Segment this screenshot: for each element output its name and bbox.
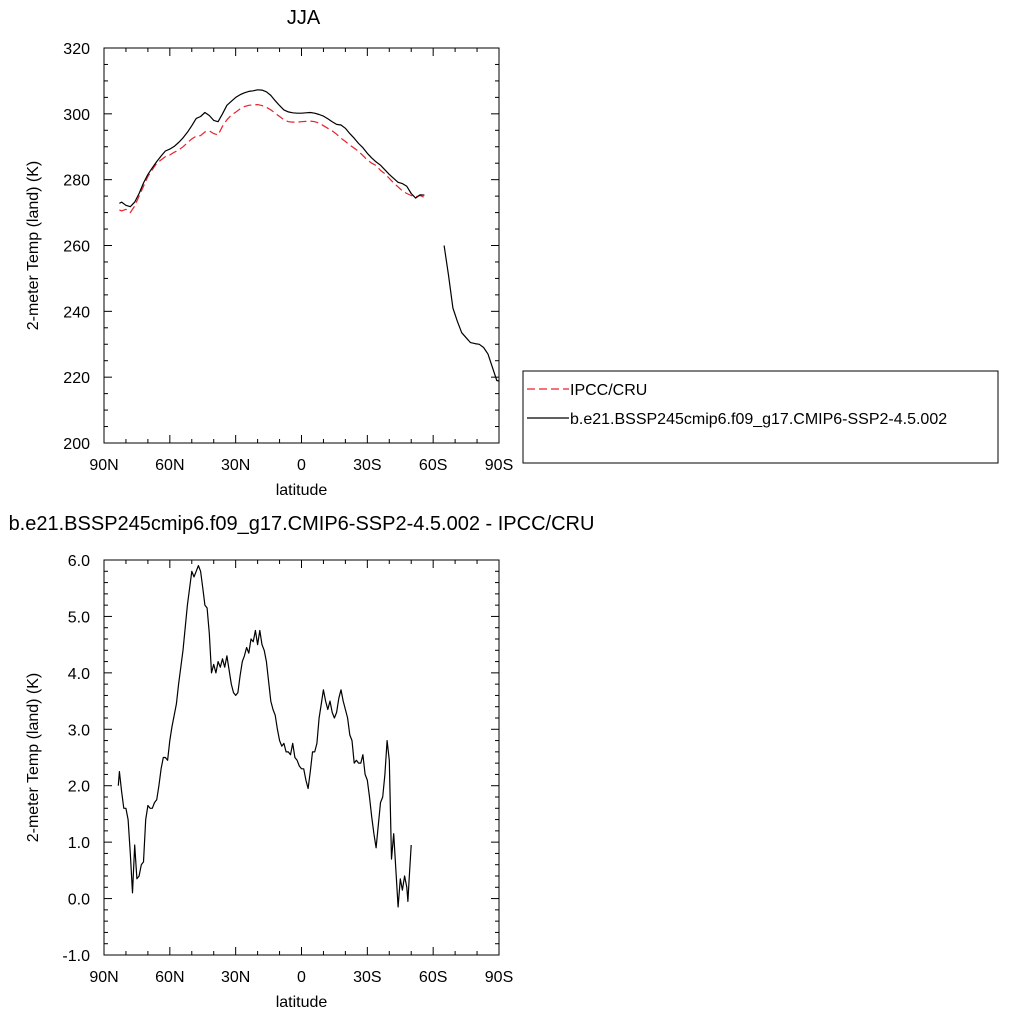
chart-title: JJA [287, 7, 321, 29]
y-tick-label: 2.0 [68, 779, 90, 796]
y-tick-label: 240 [63, 304, 90, 321]
y-tick-label: 3.0 [68, 722, 90, 739]
x-tick-label: 60S [419, 969, 447, 986]
y-tick-label: 1.0 [68, 835, 90, 852]
y-tick-label: 5.0 [68, 609, 90, 626]
series-line-model [443, 245, 500, 382]
plot-frame [103, 47, 500, 444]
y-tick-label: 6.0 [68, 553, 90, 570]
x-tick-label: 60N [155, 969, 184, 986]
x-tick-label: 0 [297, 969, 306, 986]
series-line-model [117, 565, 412, 908]
x-tick-label: 60S [419, 457, 447, 474]
x-axis-label: latitude [276, 994, 328, 1011]
x-axis-label: latitude [276, 482, 328, 499]
y-tick-label: -1.0 [62, 948, 90, 965]
y-tick-label: 220 [63, 370, 90, 387]
x-tick-label: 90N [89, 969, 118, 986]
y-tick-label: 0.0 [68, 892, 90, 909]
chart-title: b.e21.BSSP245cmip6.f09_g17.CMIP6-SSP2-4.… [9, 513, 595, 535]
y-tick-label: 300 [63, 107, 90, 124]
y-tick-label: 200 [63, 436, 90, 453]
legend: IPCC/CRU b.e21.BSSP245cmip6.f09_g17.CMIP6… [522, 370, 999, 464]
y-tick-label: 320 [63, 41, 90, 58]
x-tick-label: 30S [353, 457, 381, 474]
legend-label: b.e21.BSSP245cmip6.f09_g17.CMIP6-SSP2-4.… [570, 411, 947, 428]
x-tick-label: 90S [485, 969, 513, 986]
legend-box [522, 370, 999, 464]
bottom-panel-chart: b.e21.BSSP245cmip6.f09_g17.CMIP6-SSP2-4.… [9, 513, 595, 1011]
legend-label: IPCC/CRU [570, 382, 647, 399]
x-tick-label: 90S [485, 457, 513, 474]
y-tick-label: 4.0 [68, 666, 90, 683]
x-tick-label: 30S [353, 969, 381, 986]
x-tick-label: 90N [89, 457, 118, 474]
top-panel-chart: JJA 90N 60N 30N 0 30S 60S 90S 200 220 240 260 280 300… [25, 7, 513, 499]
y-tick-label: 280 [63, 173, 90, 190]
x-tick-label: 30N [221, 969, 250, 986]
series-line-model [119, 89, 425, 208]
x-tick-label: 60N [155, 457, 184, 474]
y-tick-label: 260 [63, 239, 90, 256]
series-line-ipcc-cru [119, 104, 427, 214]
y-axis-label: 2-meter Temp (land) (K) [25, 161, 42, 331]
y-axis-label: 2-meter Temp (land) (K) [25, 673, 42, 843]
x-tick-label: 30N [221, 457, 250, 474]
x-tick-label: 0 [297, 457, 306, 474]
